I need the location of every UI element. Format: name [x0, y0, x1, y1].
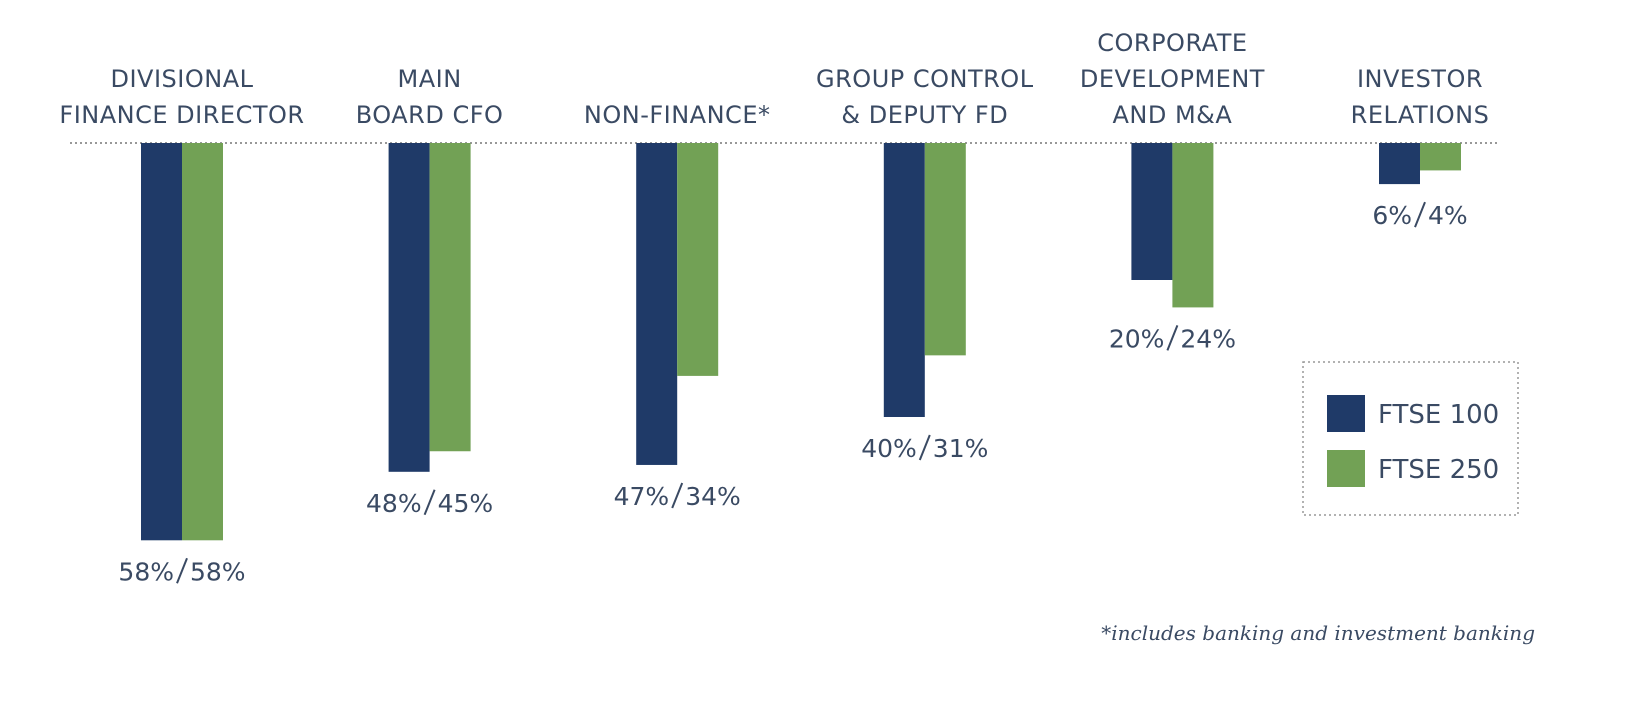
footnote: *includes banking and investment banking	[1101, 621, 1535, 645]
category-label: MAIN	[398, 65, 462, 93]
category-label: FINANCE DIRECTOR	[59, 101, 304, 129]
value-label: 58%	[118, 557, 174, 586]
value-label: 6%	[1372, 201, 1412, 230]
legend-swatch	[1327, 450, 1365, 487]
category-label: CORPORATE	[1097, 29, 1247, 57]
category-label: DEVELOPMENT	[1080, 65, 1265, 93]
legend-label: FTSE 250	[1378, 455, 1499, 485]
legend-label: FTSE 100	[1378, 400, 1499, 430]
category-label: NON-FINANCE*	[584, 101, 771, 129]
label-separator	[176, 557, 188, 584]
label-separator	[918, 434, 931, 461]
legend-box	[1302, 361, 1519, 516]
value-label: 40%	[861, 434, 917, 463]
bar	[429, 143, 471, 452]
bar	[388, 143, 430, 472]
label-separator	[1414, 201, 1426, 228]
category-label: & DEPUTY FD	[841, 101, 1008, 129]
value-label: 4%	[1428, 201, 1468, 230]
value-label: 20%	[1109, 324, 1165, 353]
bar	[924, 143, 966, 356]
value-label: 47%	[614, 482, 670, 511]
bar	[1379, 143, 1420, 185]
legend-swatch	[1327, 395, 1365, 432]
value-label: 24%	[1180, 324, 1236, 353]
bar	[141, 143, 182, 541]
label-separator	[423, 489, 436, 516]
bar	[636, 143, 678, 465]
bar	[1131, 143, 1173, 280]
bar	[677, 143, 719, 376]
bar	[1172, 143, 1214, 308]
value-label: 34%	[685, 482, 741, 511]
category-label: AND M&A	[1112, 101, 1232, 129]
bar	[182, 143, 223, 541]
category-label: DIVISIONAL	[111, 65, 254, 93]
label-separator	[671, 482, 684, 509]
label-separator	[1166, 325, 1179, 351]
bar	[883, 143, 925, 417]
category-label: BOARD CFO	[356, 101, 504, 129]
value-label: 58%	[190, 557, 246, 586]
value-label: 31%	[933, 434, 989, 463]
value-label: 45%	[438, 489, 494, 518]
category-label: RELATIONS	[1351, 101, 1490, 129]
category-label: GROUP CONTROL	[816, 65, 1034, 93]
value-label: 48%	[366, 489, 422, 518]
bar	[1420, 143, 1461, 171]
category-label: INVESTOR	[1357, 65, 1483, 93]
